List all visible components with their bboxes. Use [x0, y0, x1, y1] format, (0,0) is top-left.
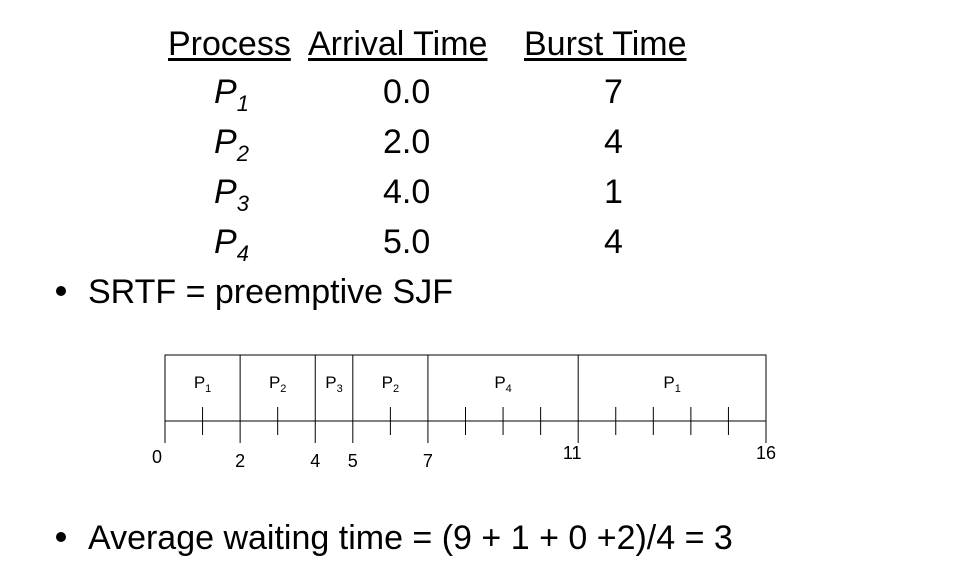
burst-time-value: 4	[604, 123, 623, 161]
burst-time-value: 1	[604, 173, 623, 211]
bullet-average-waiting-time: Average waiting time = (9 + 1 + 0 +2)/4 …	[56, 518, 733, 558]
burst-time-value: 4	[604, 223, 623, 261]
arrival-time-value: 5.0	[383, 223, 431, 261]
gantt-segment-label: P3	[325, 373, 342, 395]
header-burst-time: Burst Time	[524, 25, 687, 63]
process-name: P1	[214, 73, 249, 116]
process-name: P3	[214, 173, 249, 216]
header-arrival-time: Arrival Time	[308, 25, 488, 63]
gantt-axis-label: 4	[310, 451, 320, 471]
process-name: P2	[214, 123, 249, 166]
gantt-segment-label: P2	[269, 373, 286, 395]
table-row: P1 0.0 7	[0, 72, 960, 120]
burst-time-value: 7	[604, 73, 623, 111]
bullet-dot-icon	[56, 532, 66, 543]
process-name: P4	[214, 223, 249, 266]
table-row: P2 2.0 4	[0, 122, 960, 170]
gantt-axis-label: 11	[563, 443, 582, 463]
arrival-time-value: 0.0	[383, 73, 431, 111]
gantt-segment-label: P4	[494, 373, 511, 395]
gantt-axis-label: 2	[235, 451, 245, 471]
gantt-chart: P1 P2 P3 P2 P4 P1 0 2 4 5 7 11 16	[0, 340, 960, 480]
gantt-svg: P1 P2 P3 P2 P4 P1 0 2 4 5 7 11 16	[152, 354, 776, 471]
gantt-axis-label: 5	[348, 451, 358, 471]
gantt-segment-label: P1	[663, 373, 680, 395]
bullet-dot-icon	[56, 286, 66, 297]
header-process: Process	[168, 25, 291, 63]
gantt-segment-label: P2	[382, 373, 399, 395]
table-row: P4 5.0 4	[0, 222, 960, 270]
gantt-axis-label: 16	[756, 443, 776, 463]
bullet-text: SRTF = preemptive SJF	[88, 273, 453, 311]
gantt-axis-label: 7	[423, 451, 433, 471]
table-row: P3 4.0 1	[0, 172, 960, 220]
gantt-segment-label: P1	[194, 373, 211, 395]
bullet-text: Average waiting time = (9 + 1 + 0 +2)/4 …	[88, 519, 733, 557]
gantt-axis-label: 0	[152, 447, 162, 467]
cropped-title-fragment	[0, 0, 320, 6]
arrival-time-value: 4.0	[383, 173, 431, 211]
bullet-srtf: SRTF = preemptive SJF	[56, 272, 453, 312]
arrival-time-value: 2.0	[383, 123, 431, 161]
